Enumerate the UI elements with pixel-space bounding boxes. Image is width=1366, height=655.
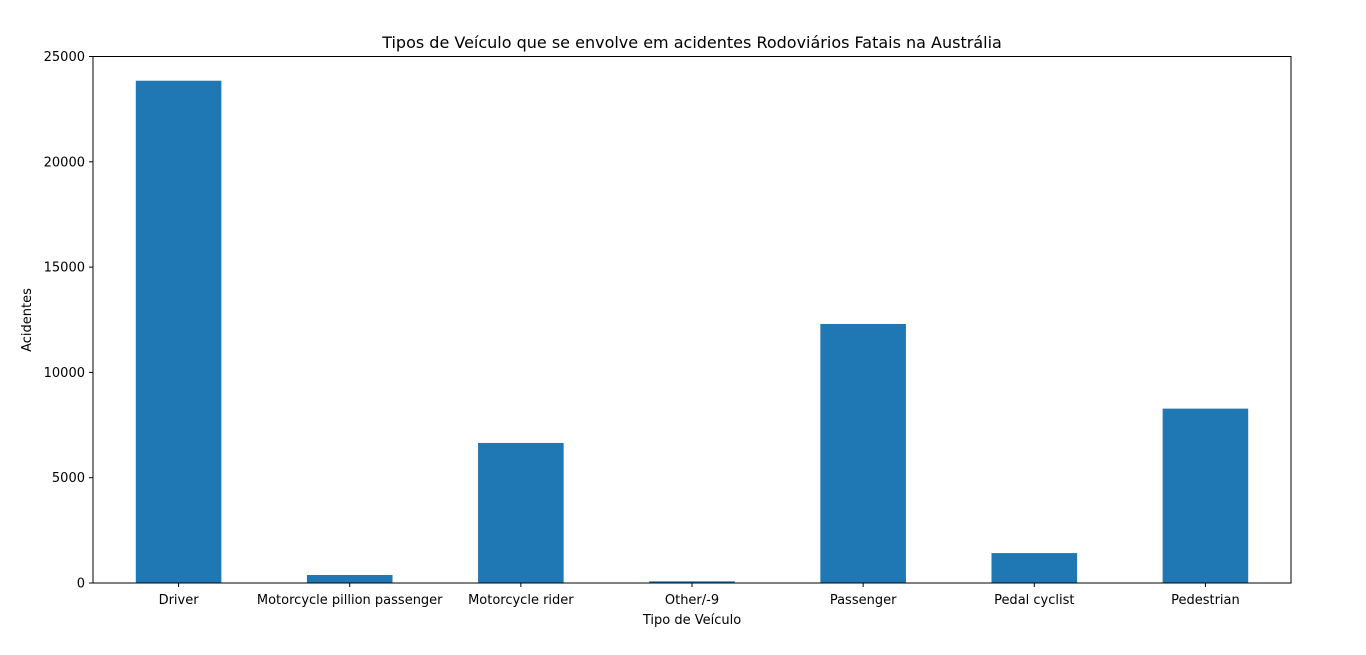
x-tick-label: Driver <box>159 593 200 608</box>
y-tick-label: 25000 <box>44 50 85 65</box>
x-tick-label: Motorcycle rider <box>468 593 574 608</box>
y-tick-label: 15000 <box>44 261 85 276</box>
bar <box>306 574 393 583</box>
chart-title: Tipos de Veículo que se envolve em acide… <box>381 33 1002 52</box>
y-axis-ticks: 0 5000 10000 15000 20000 25000 <box>44 50 93 592</box>
bar <box>135 80 222 584</box>
x-tick-label: Other/-9 <box>665 593 719 608</box>
x-tick-label: Passenger <box>830 593 897 608</box>
x-axis-label: Tipo de Veículo <box>642 613 741 628</box>
bars-group <box>135 80 1249 584</box>
bar <box>1162 408 1249 583</box>
bar <box>649 581 735 583</box>
bar <box>991 553 1078 583</box>
y-axis-label: Acidentes <box>20 288 35 352</box>
x-tick-label: Pedal cyclist <box>994 593 1074 608</box>
y-tick-label: 20000 <box>44 155 85 170</box>
x-tick-label: Motorcycle pillion passenger <box>257 593 443 608</box>
plot-area-frame <box>92 56 1292 584</box>
x-axis-ticks: Driver Motorcycle pillion passenger Motorc… <box>159 583 1240 608</box>
y-tick-label: 10000 <box>44 366 85 381</box>
x-tick-label: Pedestrian <box>1171 593 1240 608</box>
bar <box>820 323 906 583</box>
bar <box>478 442 564 583</box>
y-tick-label: 5000 <box>52 471 85 486</box>
y-tick-label: 0 <box>77 577 85 592</box>
